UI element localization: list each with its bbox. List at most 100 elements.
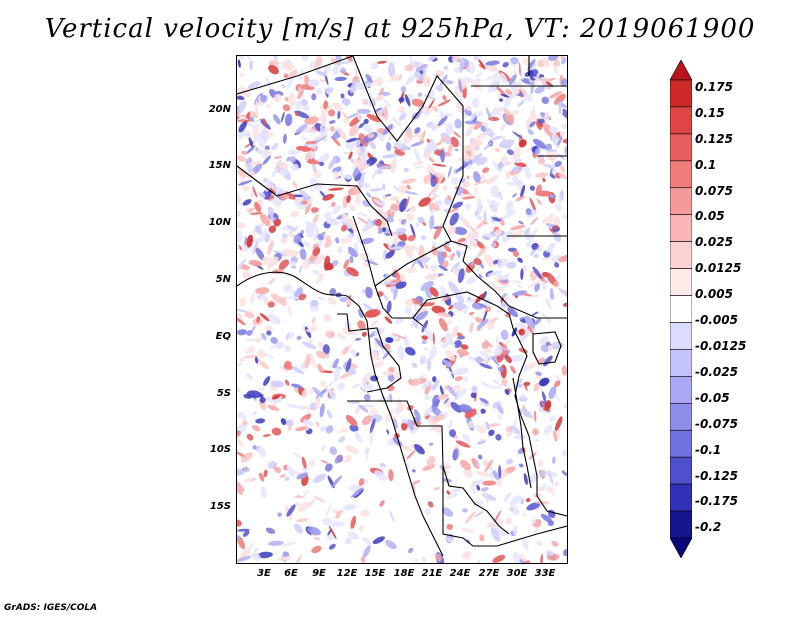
field-blob <box>262 118 267 126</box>
field-blob <box>421 335 428 340</box>
lake-victoria <box>532 331 562 365</box>
field-blob <box>423 94 437 100</box>
field-blob <box>367 133 375 139</box>
field-blob <box>478 110 483 117</box>
field-blob <box>294 555 302 563</box>
field-blob <box>385 141 392 152</box>
field-blob <box>379 462 387 468</box>
field-blob <box>322 234 328 238</box>
field-blob <box>381 97 391 108</box>
field-blob <box>548 91 563 99</box>
field-blob <box>487 80 499 93</box>
field-blob <box>458 404 472 413</box>
map-panel <box>236 55 568 564</box>
field-blob <box>532 428 539 436</box>
field-blob <box>312 269 320 275</box>
field-blob <box>298 84 303 90</box>
field-blob <box>254 201 262 213</box>
field-blob <box>407 76 415 83</box>
field-blob <box>486 175 499 185</box>
field-blob <box>533 76 543 82</box>
field-blob <box>412 483 416 496</box>
field-blob <box>549 194 557 199</box>
field-blob <box>471 385 478 393</box>
field-blob <box>313 536 321 541</box>
field-blob <box>342 346 349 355</box>
field-blob <box>424 508 431 515</box>
field-blob <box>247 346 256 354</box>
field-blob <box>471 98 480 108</box>
field-blob <box>484 459 494 473</box>
field-blob <box>520 268 524 280</box>
field-blob <box>252 124 259 138</box>
field-blob <box>554 262 560 268</box>
lat-label-10s: 10S <box>209 444 231 455</box>
field-blob <box>532 266 542 279</box>
field-blob <box>269 198 283 205</box>
field-blob <box>392 117 402 127</box>
field-blob <box>477 318 489 329</box>
field-blob <box>332 63 340 75</box>
field-blob <box>321 444 326 452</box>
field-blob <box>334 454 343 464</box>
field-blob <box>256 316 261 324</box>
field-blob <box>316 87 322 95</box>
field-blob <box>383 370 394 376</box>
field-blob <box>383 282 397 285</box>
field-blob <box>520 184 526 199</box>
field-blob <box>505 92 520 100</box>
field-blob <box>560 78 567 87</box>
field-blob <box>314 254 324 266</box>
field-blob <box>487 270 502 276</box>
field-blob <box>545 298 552 310</box>
field-blob <box>518 62 521 76</box>
field-blob <box>498 465 502 480</box>
field-blob <box>407 235 416 242</box>
field-blob <box>539 469 546 478</box>
field-blob <box>305 223 314 238</box>
field-blob <box>527 129 534 135</box>
field-blob <box>398 403 405 411</box>
field-blob <box>349 424 359 432</box>
field-blob <box>426 165 435 176</box>
field-blob <box>307 526 321 536</box>
field-blob <box>490 356 500 367</box>
field-blob <box>388 469 394 482</box>
field-blob <box>453 340 462 349</box>
colorbar-segment <box>670 187 692 216</box>
field-blob <box>237 487 244 495</box>
field-blob <box>284 344 291 353</box>
field-blob <box>542 177 546 182</box>
field-blob <box>514 162 527 167</box>
field-blob <box>393 270 402 283</box>
border-niger-nigeria <box>237 165 393 237</box>
field-blob <box>282 551 290 558</box>
field-blob <box>264 179 271 192</box>
field-blob <box>449 429 457 438</box>
field-blob <box>523 364 529 372</box>
field-blob <box>329 288 337 296</box>
field-blob <box>309 187 315 192</box>
field-blob <box>395 281 407 289</box>
field-blob <box>500 156 509 166</box>
field-blob <box>336 332 346 340</box>
field-blob <box>506 261 517 269</box>
field-blob <box>435 553 442 562</box>
field-blob <box>273 462 277 471</box>
field-blob <box>333 367 341 383</box>
field-blob <box>326 409 333 419</box>
field-blob <box>462 468 474 478</box>
field-blob <box>346 181 350 189</box>
field-blob <box>523 382 528 392</box>
field-blob <box>247 171 255 179</box>
field-blob <box>293 495 306 499</box>
field-blob <box>237 555 252 562</box>
lat-label-20n: 20N <box>208 104 231 115</box>
colorbar-segment <box>670 160 692 189</box>
field-blob <box>535 540 543 547</box>
field-blob <box>401 417 408 424</box>
field-blob <box>425 273 439 280</box>
field-blob <box>501 293 508 298</box>
coastline-west-africa <box>237 271 444 557</box>
field-blob <box>532 228 538 236</box>
